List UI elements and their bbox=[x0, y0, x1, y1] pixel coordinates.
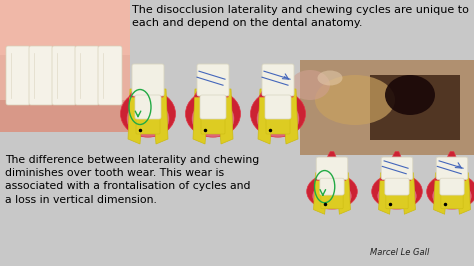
Ellipse shape bbox=[318, 70, 343, 85]
Bar bbox=[0, 100, 130, 132]
Text: The disocclusion laterality and chewing cycles are unique to
each and depend on : The disocclusion laterality and chewing … bbox=[132, 5, 469, 28]
Bar bbox=[0, 0, 130, 55]
Polygon shape bbox=[435, 152, 466, 180]
Ellipse shape bbox=[185, 90, 240, 137]
FancyBboxPatch shape bbox=[441, 188, 463, 209]
Ellipse shape bbox=[372, 174, 422, 209]
Ellipse shape bbox=[250, 90, 306, 137]
Polygon shape bbox=[152, 89, 168, 144]
Polygon shape bbox=[258, 89, 274, 144]
Polygon shape bbox=[128, 89, 144, 144]
Polygon shape bbox=[379, 173, 393, 214]
Ellipse shape bbox=[192, 101, 234, 137]
Polygon shape bbox=[193, 89, 209, 144]
Polygon shape bbox=[315, 152, 346, 180]
Polygon shape bbox=[282, 89, 298, 144]
Polygon shape bbox=[401, 173, 415, 214]
Polygon shape bbox=[259, 66, 293, 97]
FancyBboxPatch shape bbox=[386, 188, 408, 209]
Ellipse shape bbox=[290, 70, 330, 100]
FancyBboxPatch shape bbox=[135, 95, 161, 119]
FancyBboxPatch shape bbox=[98, 46, 122, 105]
FancyBboxPatch shape bbox=[266, 112, 290, 134]
FancyBboxPatch shape bbox=[381, 157, 413, 180]
FancyBboxPatch shape bbox=[75, 46, 99, 105]
FancyBboxPatch shape bbox=[320, 178, 344, 195]
FancyBboxPatch shape bbox=[436, 157, 468, 180]
FancyBboxPatch shape bbox=[262, 64, 294, 96]
FancyBboxPatch shape bbox=[200, 95, 226, 119]
FancyBboxPatch shape bbox=[52, 46, 76, 105]
Polygon shape bbox=[456, 173, 470, 214]
FancyBboxPatch shape bbox=[136, 112, 160, 134]
FancyBboxPatch shape bbox=[29, 46, 53, 105]
Ellipse shape bbox=[427, 174, 474, 209]
FancyBboxPatch shape bbox=[201, 112, 225, 134]
Polygon shape bbox=[217, 89, 233, 144]
Ellipse shape bbox=[307, 174, 357, 209]
FancyBboxPatch shape bbox=[197, 64, 229, 96]
Ellipse shape bbox=[315, 75, 395, 125]
Ellipse shape bbox=[433, 183, 471, 210]
FancyBboxPatch shape bbox=[265, 95, 291, 119]
Polygon shape bbox=[194, 66, 228, 97]
FancyBboxPatch shape bbox=[316, 157, 348, 180]
FancyBboxPatch shape bbox=[321, 188, 343, 209]
Ellipse shape bbox=[313, 183, 351, 210]
Ellipse shape bbox=[127, 101, 169, 137]
Polygon shape bbox=[314, 173, 328, 214]
Bar bbox=[0, 0, 130, 132]
Ellipse shape bbox=[378, 183, 416, 210]
Polygon shape bbox=[336, 173, 350, 214]
FancyBboxPatch shape bbox=[440, 178, 464, 195]
Text: The difference between laterality and chewing
diminishes over tooth wear. This w: The difference between laterality and ch… bbox=[5, 155, 259, 205]
FancyBboxPatch shape bbox=[6, 46, 30, 105]
FancyBboxPatch shape bbox=[385, 178, 409, 195]
Polygon shape bbox=[129, 66, 163, 97]
Text: Marcel Le Gall: Marcel Le Gall bbox=[370, 248, 429, 257]
Ellipse shape bbox=[120, 90, 175, 137]
Ellipse shape bbox=[385, 75, 435, 115]
Bar bbox=[370, 75, 460, 140]
Bar bbox=[300, 60, 474, 155]
Ellipse shape bbox=[257, 101, 299, 137]
Polygon shape bbox=[434, 173, 448, 214]
Polygon shape bbox=[380, 152, 411, 180]
FancyBboxPatch shape bbox=[132, 64, 164, 96]
